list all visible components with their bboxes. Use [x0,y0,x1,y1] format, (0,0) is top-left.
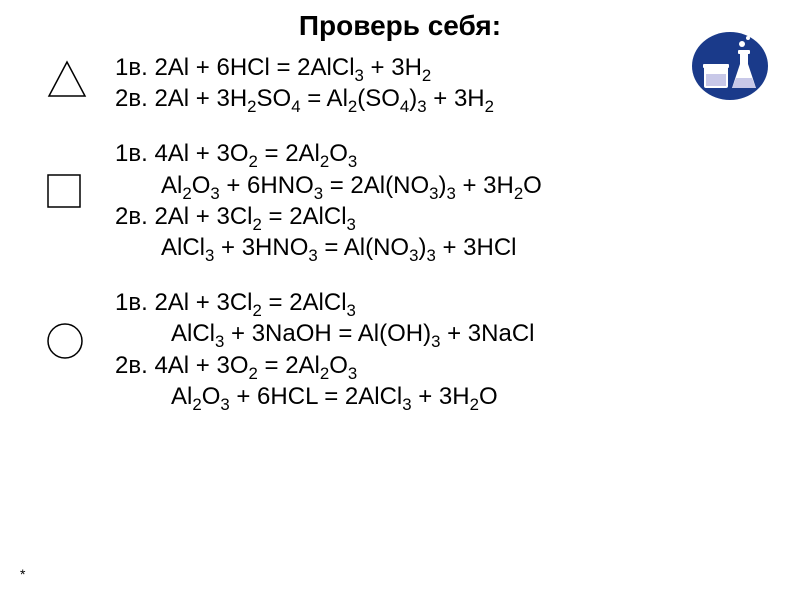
equations-content: 1в. 2Al + 6HCl = 2AlCl3 + 3H22в. 2Al + 3… [0,48,800,412]
equation-label: 1в. [115,140,154,167]
equation-line: 2в. 2Al + 3Cl2 = 2AlCl3 [115,201,800,232]
equation-block: 1в. 4Al + 3O2 = 2Al2O3 Al2O3 + 6HNO3 = 2A… [115,138,800,263]
equation-line: 1в. 4Al + 3O2 = 2Al2O3 [115,138,800,169]
equation-formula: 2Al + 6HCl = 2AlCl3 + 3H2 [154,54,431,81]
equation-formula: 2Al + 3H2SO4 = Al2(SO4)3 + 3H2 [154,85,494,112]
equation-line: AlCl3 + 3HNO3 = Al(NO3)3 + 3HCl [115,232,800,263]
equation-label: 2в. [115,352,154,379]
equation-line: AlCl3 + 3NaOH = Al(OH)3 + 3NaCl [115,318,800,349]
page-title: Проверь себя: [0,0,800,48]
equation-label: 2в. [115,203,154,230]
equation-line: Al2O3 + 6HNO3 = 2Al(NO3)3 + 3H2O [115,170,800,201]
equation-line: Al2O3 + 6HCL = 2AlCl3 + 3H2O [115,381,800,412]
equation-block: 1в. 2Al + 3Cl2 = 2AlCl3AlCl3 + 3NaOH = A… [115,287,800,412]
equation-formula: Al2O3 + 6HCL = 2AlCl3 + 3H2O [171,383,498,410]
equation-line: 2в. 4Al + 3O2 = 2Al2O3 [115,350,800,381]
equation-line: 1в. 2Al + 6HCl = 2AlCl3 + 3H2 [115,52,800,83]
equation-formula: 4Al + 3O2 = 2Al2O3 [154,140,357,167]
equation-formula: 2Al + 3Cl2 = 2AlCl3 [154,203,355,230]
square-icon [45,172,83,215]
footnote-asterisk: * [20,566,25,582]
equation-formula: Al2O3 + 6HNO3 = 2Al(NO3)3 + 3H2O [161,172,542,199]
equation-formula: AlCl3 + 3HNO3 = Al(NO3)3 + 3HCl [161,234,516,261]
triangle-icon [45,58,89,107]
equation-label: 2в. [115,85,154,112]
equation-line: 1в. 2Al + 3Cl2 = 2AlCl3 [115,287,800,318]
equation-formula: 4Al + 3O2 = 2Al2O3 [154,352,357,379]
equation-label: 1в. [115,54,154,81]
equation-block: 1в. 2Al + 6HCl = 2AlCl3 + 3H22в. 2Al + 3… [115,52,800,114]
equation-label: 1в. [115,289,154,316]
equation-line: 2в. 2Al + 3H2SO4 = Al2(SO4)3 + 3H2 [115,83,800,114]
circle-icon [45,321,85,366]
equation-formula: 2Al + 3Cl2 = 2AlCl3 [154,289,355,316]
equation-formula: AlCl3 + 3NaOH = Al(OH)3 + 3NaCl [171,320,534,347]
